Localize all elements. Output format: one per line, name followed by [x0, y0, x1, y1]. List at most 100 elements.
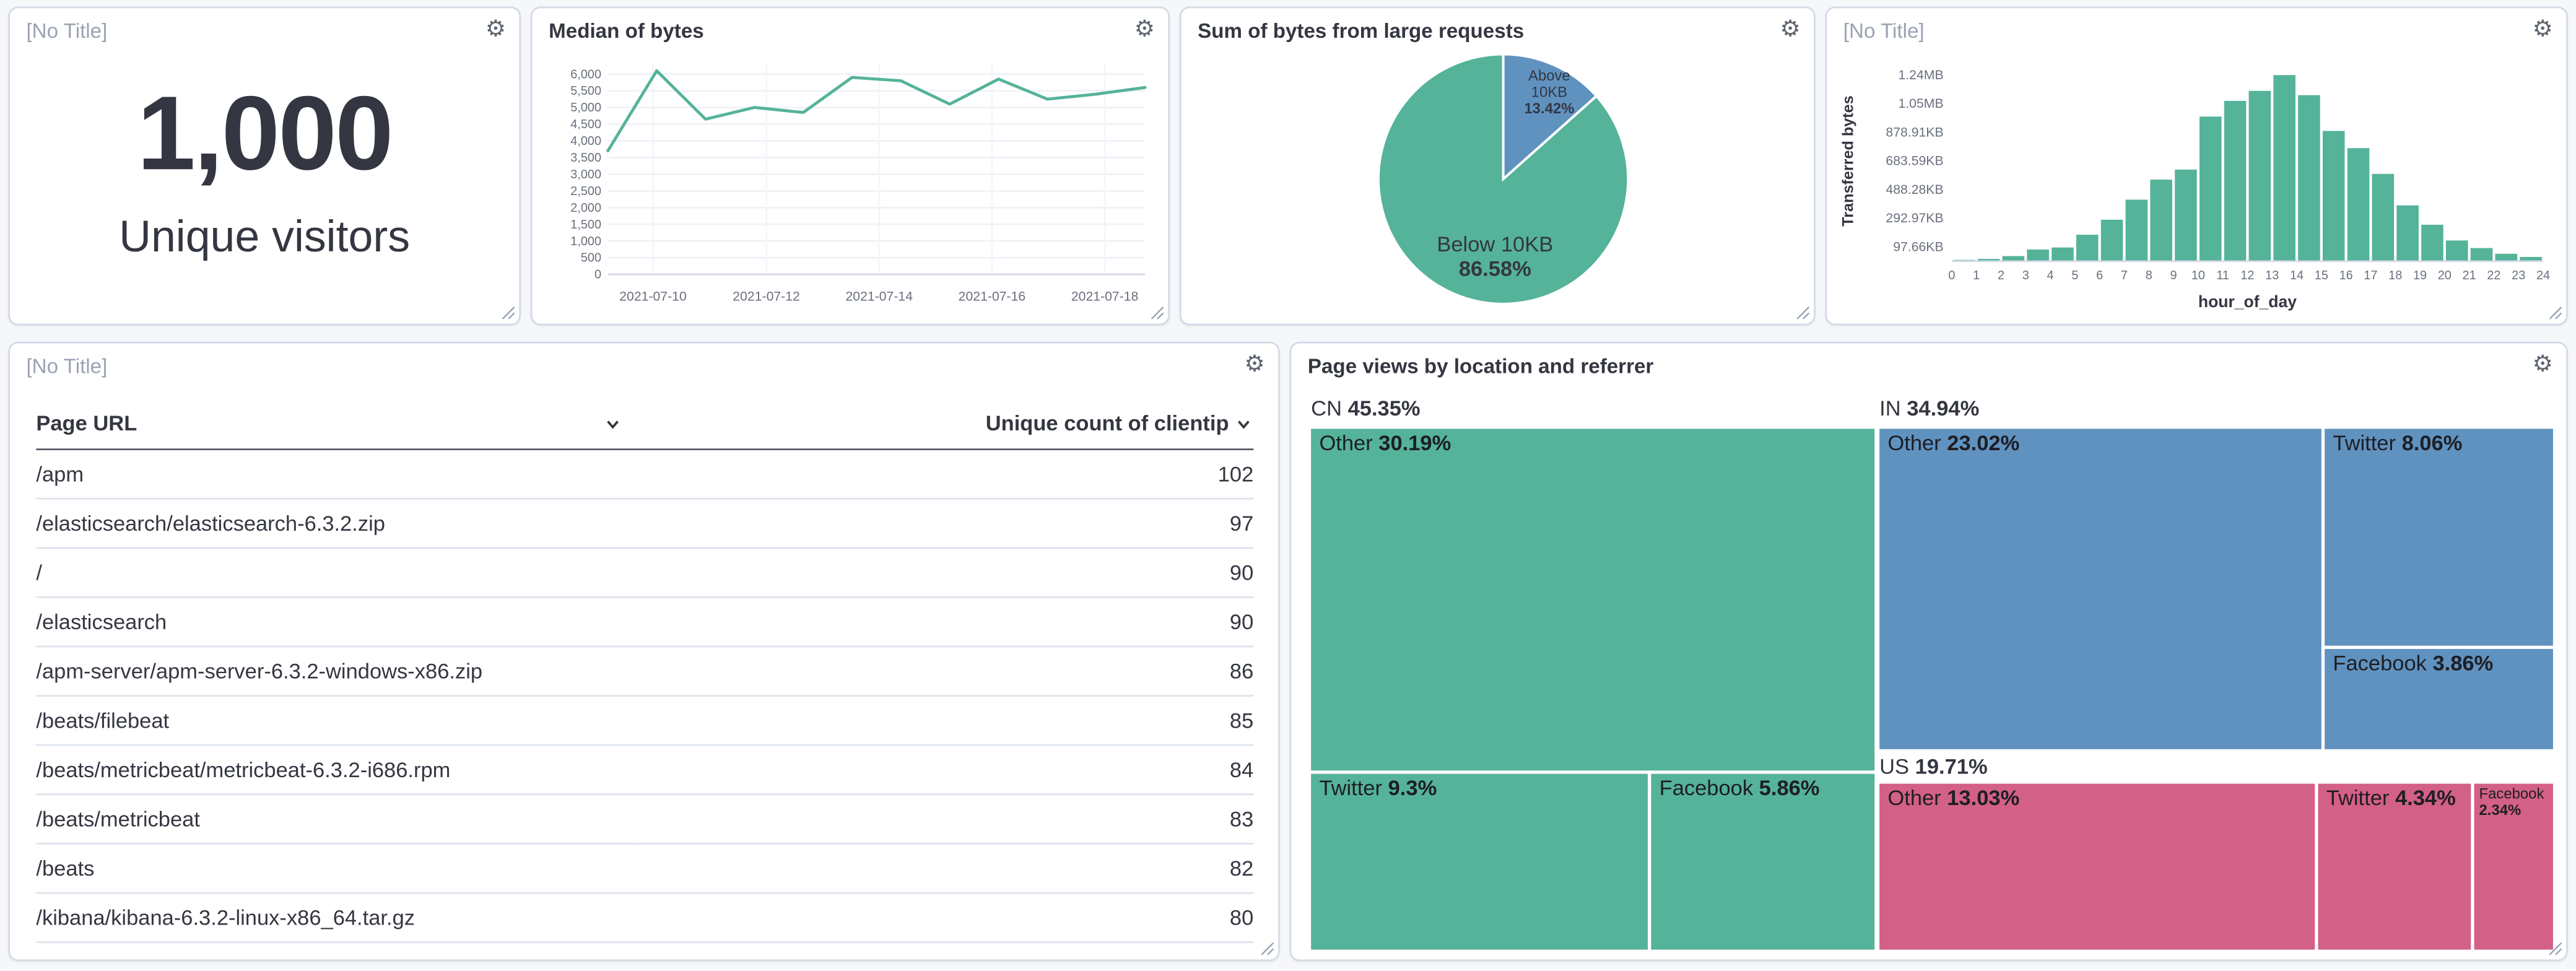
panel-transferred-bytes-histogram: [No Title] ⚙ 97.66KB 292.97KB 488.28KB 683.…	[1825, 6, 2568, 326]
histogram-bar-hour-1[interactable]	[1977, 259, 2000, 261]
panel-settings-button[interactable]: ⚙	[1777, 13, 1804, 43]
gear-icon: ⚙	[2532, 350, 2553, 377]
histogram-bar-hour-8[interactable]	[2150, 180, 2172, 261]
resize-handle-icon[interactable]	[2548, 305, 2563, 320]
page-url-cell: /apm	[36, 449, 633, 500]
table-row[interactable]: /apm 102	[36, 449, 1254, 500]
histogram-bar-hour-18[interactable]	[2396, 205, 2419, 261]
median-bytes-line	[606, 69, 1147, 153]
column-header-page-url[interactable]: Page URL	[36, 403, 633, 450]
pie-slice-above-10kb[interactable]	[1502, 53, 1598, 182]
panel-settings-button[interactable]: ⚙	[2529, 348, 2556, 378]
svg-text:2021-07-16: 2021-07-16	[959, 290, 1026, 304]
treemap-group-label-cn: CN 45.35%	[1311, 396, 1421, 421]
page-url-cell: /elasticsearch	[36, 597, 633, 648]
svg-text:2021-07-12: 2021-07-12	[733, 290, 800, 304]
table-row[interactable]: /beats 82	[36, 843, 1254, 894]
histogram-bar-hour-21[interactable]	[2470, 248, 2493, 261]
svg-text:683.59KB: 683.59KB	[1886, 154, 1943, 168]
histogram-bar-hour-20[interactable]	[2445, 240, 2468, 261]
histogram-bar-hour-3[interactable]	[2027, 249, 2049, 261]
column-label: Unique count of clientip	[985, 411, 1229, 436]
histogram-bar-hour-15[interactable]	[2322, 131, 2345, 261]
page-url-cell: /	[36, 547, 633, 598]
svg-text:hour_of_day: hour_of_day	[2198, 292, 2297, 311]
svg-text:20: 20	[2438, 269, 2452, 282]
column-label: Page URL	[36, 411, 137, 436]
histogram-bar-hour-2[interactable]	[2002, 256, 2025, 261]
histogram-bar-hour-4[interactable]	[2052, 247, 2074, 261]
treemap-tile-us-facebook[interactable]: Facebook 2.34%	[2474, 783, 2553, 950]
svg-text:1,000: 1,000	[570, 235, 601, 248]
svg-text:8: 8	[2146, 269, 2152, 282]
histogram-bar-hour-14[interactable]	[2298, 95, 2320, 261]
histogram-bar-hour-5[interactable]	[2076, 235, 2099, 261]
histogram-bar-hour-9[interactable]	[2175, 169, 2197, 261]
resize-handle-icon[interactable]	[1260, 941, 1275, 956]
clientip-count-cell: 84	[632, 745, 1254, 796]
table-row[interactable]: /elasticsearch/elasticsearch-6.3.2.zip 97	[36, 499, 1254, 549]
pie-slice-below-10kb[interactable]	[1377, 53, 1630, 305]
transferred-bytes-bar-chart: 97.66KB 292.97KB 488.28KB 683.59KB 878.91KB 1…	[1840, 68, 2550, 311]
clientip-count-cell: 90	[632, 547, 1254, 598]
panel-settings-button[interactable]: ⚙	[2529, 13, 2556, 43]
clientip-count-cell: 86	[632, 646, 1254, 697]
table-row[interactable]: /beats/metricbeat/metricbeat-6.3.2-i686.…	[36, 745, 1254, 796]
histogram-bar-hour-22[interactable]	[2495, 253, 2518, 261]
resize-handle-icon[interactable]	[1796, 305, 1811, 320]
svg-text:13: 13	[2265, 269, 2279, 282]
table-row[interactable]: /kibana/kibana-6.3.2-linux-x86_64.tar.gz…	[36, 892, 1254, 943]
histogram-bar-hour-10[interactable]	[2199, 116, 2222, 261]
svg-text:0: 0	[594, 268, 601, 282]
table-row[interactable]: /beats/metricbeat 83	[36, 794, 1254, 845]
chevron-down-icon[interactable]	[603, 413, 623, 433]
panel-title: Page views by location and referrer	[1307, 355, 1654, 378]
table-row[interactable]: /90	[36, 547, 1254, 598]
svg-text:11: 11	[2216, 269, 2229, 282]
histogram-bar-hour-11[interactable]	[2224, 100, 2247, 261]
treemap-tile-cn-twitter[interactable]: Twitter 9.3%	[1311, 773, 1648, 950]
clientip-count-cell: 83	[632, 794, 1254, 845]
svg-text:14: 14	[2290, 269, 2304, 282]
svg-text:10: 10	[2191, 269, 2205, 282]
svg-text:2021-07-18: 2021-07-18	[1071, 290, 1139, 304]
treemap-tile-cn-facebook[interactable]: Facebook 5.86%	[1651, 773, 1875, 950]
histogram-bar-hour-23[interactable]	[2520, 256, 2542, 261]
panel-title: [No Title]	[1843, 19, 1925, 43]
resize-handle-icon[interactable]	[1150, 305, 1165, 320]
treemap-tile-us-other[interactable]: Other 13.03%	[1879, 783, 2315, 950]
clientip-count-cell: 85	[632, 695, 1254, 746]
sort-descending-icon[interactable]	[1234, 413, 1253, 433]
svg-text:2: 2	[1998, 269, 2004, 282]
histogram-bar-hour-17[interactable]	[2372, 173, 2395, 261]
page-url-cell: /beats	[36, 843, 633, 894]
panel-settings-button[interactable]: ⚙	[482, 13, 510, 43]
histogram-bar-hour-12[interactable]	[2248, 90, 2271, 261]
panel-settings-button[interactable]: ⚙	[1131, 13, 1158, 43]
table-row[interactable]: /elasticsearch 90	[36, 597, 1254, 648]
treemap-tile-us-twitter[interactable]: Twitter 4.34%	[2318, 783, 2471, 950]
histogram-bar-hour-7[interactable]	[2125, 199, 2148, 261]
treemap-tile-in-other[interactable]: Other 23.02%	[1879, 429, 2321, 749]
treemap-tile-cn-other[interactable]: Other 30.19%	[1311, 429, 1875, 771]
svg-text:16: 16	[2339, 269, 2353, 282]
panel-sum-of-bytes-large-requests: Sum of bytes from large requests ⚙ Above…	[1179, 6, 1816, 326]
svg-text:500: 500	[581, 251, 601, 265]
table-row[interactable]: /beats/filebeat 85	[36, 695, 1254, 746]
column-header-unique-count[interactable]: Unique count of clientip	[632, 403, 1254, 450]
treemap-tile-in-twitter[interactable]: Twitter 8.06%	[2325, 429, 2553, 646]
panel-settings-button[interactable]: ⚙	[1241, 348, 1268, 378]
resize-handle-icon[interactable]	[501, 305, 516, 320]
panel-title: [No Title]	[26, 355, 108, 378]
gear-icon: ⚙	[1134, 14, 1155, 41]
page-url-cell: /apm-server/apm-server-6.3.2-windows-x86…	[36, 646, 633, 697]
histogram-bar-hour-19[interactable]	[2421, 224, 2443, 261]
resize-handle-icon[interactable]	[2548, 941, 2563, 956]
treemap-tile-in-facebook[interactable]: Facebook 3.86%	[2325, 648, 2553, 749]
histogram-bar-hour-6[interactable]	[2100, 219, 2123, 261]
histogram-bar-hour-16[interactable]	[2347, 148, 2370, 261]
histogram-bar-hour-13[interactable]	[2273, 75, 2295, 261]
table-row[interactable]: /apm-server/apm-server-6.3.2-windows-x86…	[36, 646, 1254, 697]
svg-text:86.58%: 86.58%	[1459, 258, 1531, 281]
svg-text:2021-07-10: 2021-07-10	[619, 290, 687, 304]
